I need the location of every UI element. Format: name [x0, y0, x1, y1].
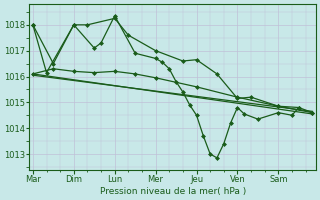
X-axis label: Pression niveau de la mer( hPa ): Pression niveau de la mer( hPa )	[100, 187, 246, 196]
